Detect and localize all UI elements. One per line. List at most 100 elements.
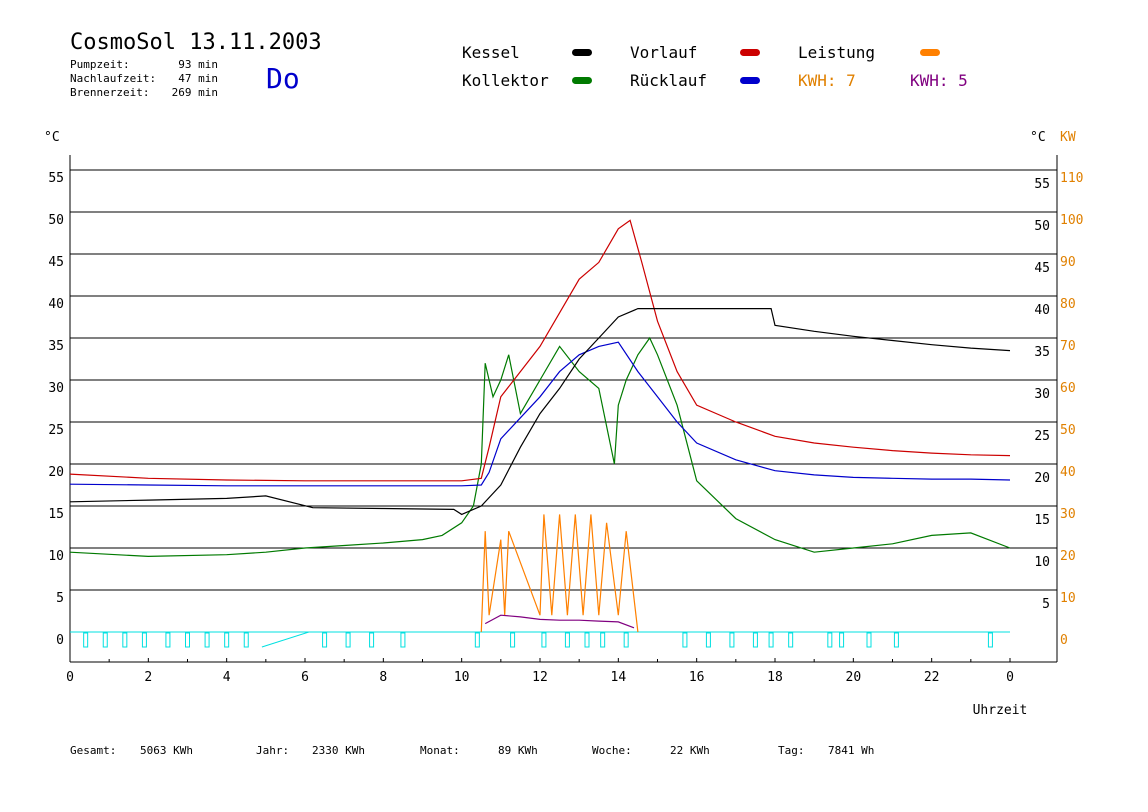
y2-axis-label: KW: [1060, 130, 1076, 145]
series-line-leistung: [480, 514, 639, 633]
y-tick-label-left: 30: [48, 381, 64, 396]
footer-gesamt-value: 5063 KWh: [140, 744, 193, 757]
pump-marker: [600, 632, 606, 648]
footer-jahr-label: Jahr:: [256, 744, 290, 757]
y2-tick-label: 40: [1060, 465, 1076, 480]
pump-marker: [474, 632, 480, 648]
x-tick-label: 18: [767, 670, 783, 685]
pump-marker: [788, 632, 794, 648]
pump-marker: [224, 632, 230, 648]
y2-tick-label: 10: [1060, 591, 1076, 606]
x-axis-label: Uhrzeit: [973, 703, 1028, 718]
y2-tick-label: 50: [1060, 423, 1076, 438]
pump-marker: [510, 632, 516, 648]
y2-tick-label: 30: [1060, 507, 1076, 522]
series-line-kwh: [484, 614, 635, 629]
x-tick-label: 10: [454, 670, 470, 685]
footer-monat-label: Monat:: [420, 744, 460, 757]
x-tick-label: 4: [223, 670, 231, 685]
pump-marker: [369, 632, 375, 648]
legend-vorlauf-label: Vorlauf: [630, 43, 698, 62]
y-tick-label-right: 30: [1034, 387, 1050, 402]
y-tick-label-right: 55: [1034, 177, 1050, 192]
x-tick-label: 6: [301, 670, 309, 685]
legend-kollektor-label: Kollektor: [462, 71, 549, 90]
pump-marker: [400, 632, 406, 648]
x-tick-label: 22: [924, 670, 940, 685]
footer-woche-label: Woche:: [592, 744, 632, 757]
pump-marker: [584, 632, 590, 648]
y-tick-label-right: 20: [1034, 471, 1050, 486]
x-tick-label: 14: [611, 670, 627, 685]
stat-pumpzeit-value: 93 min: [178, 58, 218, 71]
pump-marker: [893, 632, 899, 648]
x-tick-label: 2: [144, 670, 152, 685]
legend-kessel-label: Kessel: [462, 43, 520, 62]
legend-leistung-label: Leistung: [798, 43, 876, 62]
footer-woche-value: 22 KWh: [670, 744, 710, 757]
chart-title: CosmoSol 13.11.2003: [70, 30, 322, 55]
y-tick-label-right: 50: [1034, 219, 1050, 234]
x-tick-label: 12: [532, 670, 548, 685]
y-tick-label-left: 10: [48, 549, 64, 564]
x-tick-label: 0: [1006, 670, 1014, 685]
pump-marker: [165, 632, 171, 648]
footer-jahr-value: 2330 KWh: [312, 744, 365, 757]
pump-marker: [83, 632, 89, 648]
y2-tick-label: 100: [1060, 213, 1083, 228]
y2-tick-label: 60: [1060, 381, 1076, 396]
y-tick-label-left: 20: [48, 465, 64, 480]
series-line-kollektor: [69, 336, 1011, 558]
y2-tick-label: 0: [1060, 633, 1068, 648]
y-tick-label-right: 5: [1042, 597, 1050, 612]
y-tick-label-left: 0: [56, 633, 64, 648]
legend-ruecklauf-swatch: [740, 77, 760, 84]
x-tick-label: 20: [846, 670, 862, 685]
pump-marker: [705, 632, 711, 648]
stat-nachlaufzeit-label: Nachlaufzeit:: [70, 72, 157, 85]
y-tick-label-left: 50: [48, 213, 64, 228]
footer-monat-value: 89 KWh: [498, 744, 538, 757]
x-tick-label: 16: [689, 670, 705, 685]
series-line-ruecklauf: [69, 341, 1011, 487]
y-tick-label-left: 55: [48, 171, 64, 186]
legend-kwh-a: KWH: 7: [798, 71, 856, 90]
legend-kwh-b: KWH: 5: [910, 71, 968, 90]
pump-marker: [243, 632, 249, 648]
pump-marker: [322, 632, 328, 648]
legend-ruecklauf-label: Rücklauf: [630, 71, 708, 90]
stat-brennerzeit-label: Brennerzeit:: [70, 86, 150, 99]
pump-marker: [827, 632, 833, 648]
footer-tag-label: Tag:: [778, 744, 805, 757]
y-axis-label-left: °C: [44, 130, 60, 145]
y-tick-label-right: 25: [1034, 429, 1050, 444]
y-tick-label-right: 15: [1034, 513, 1050, 528]
legend-kollektor-swatch: [572, 77, 592, 84]
y-tick-label-right: 10: [1034, 555, 1050, 570]
y2-tick-label: 20: [1060, 549, 1076, 564]
weekday-label: Do: [266, 62, 300, 95]
y2-tick-label: 70: [1060, 339, 1076, 354]
pump-marker: [185, 632, 190, 648]
y-tick-label-left: 45: [48, 255, 64, 270]
pump-ramp: [261, 631, 310, 648]
pump-marker: [682, 632, 688, 648]
y-tick-label-right: 35: [1034, 345, 1050, 360]
y2-tick-label: 110: [1060, 171, 1083, 186]
pump-marker: [564, 632, 570, 648]
y-axis-label-right: °C: [1030, 130, 1046, 145]
pump-marker: [345, 632, 351, 648]
legend-vorlauf-swatch: [740, 49, 760, 56]
y-tick-label-left: 35: [48, 339, 64, 354]
pump-marker: [541, 632, 547, 648]
pump-marker: [729, 632, 735, 648]
pump-marker: [102, 632, 108, 648]
y2-tick-label: 90: [1060, 255, 1076, 270]
y-tick-label-left: 5: [56, 591, 64, 606]
y-tick-label-right: 45: [1034, 261, 1050, 276]
footer-gesamt-label: Gesamt:: [70, 744, 117, 757]
x-tick-label: 0: [66, 670, 74, 685]
pump-marker: [752, 632, 758, 648]
pump-marker: [866, 632, 872, 648]
series-line-vorlauf: [69, 219, 1011, 482]
